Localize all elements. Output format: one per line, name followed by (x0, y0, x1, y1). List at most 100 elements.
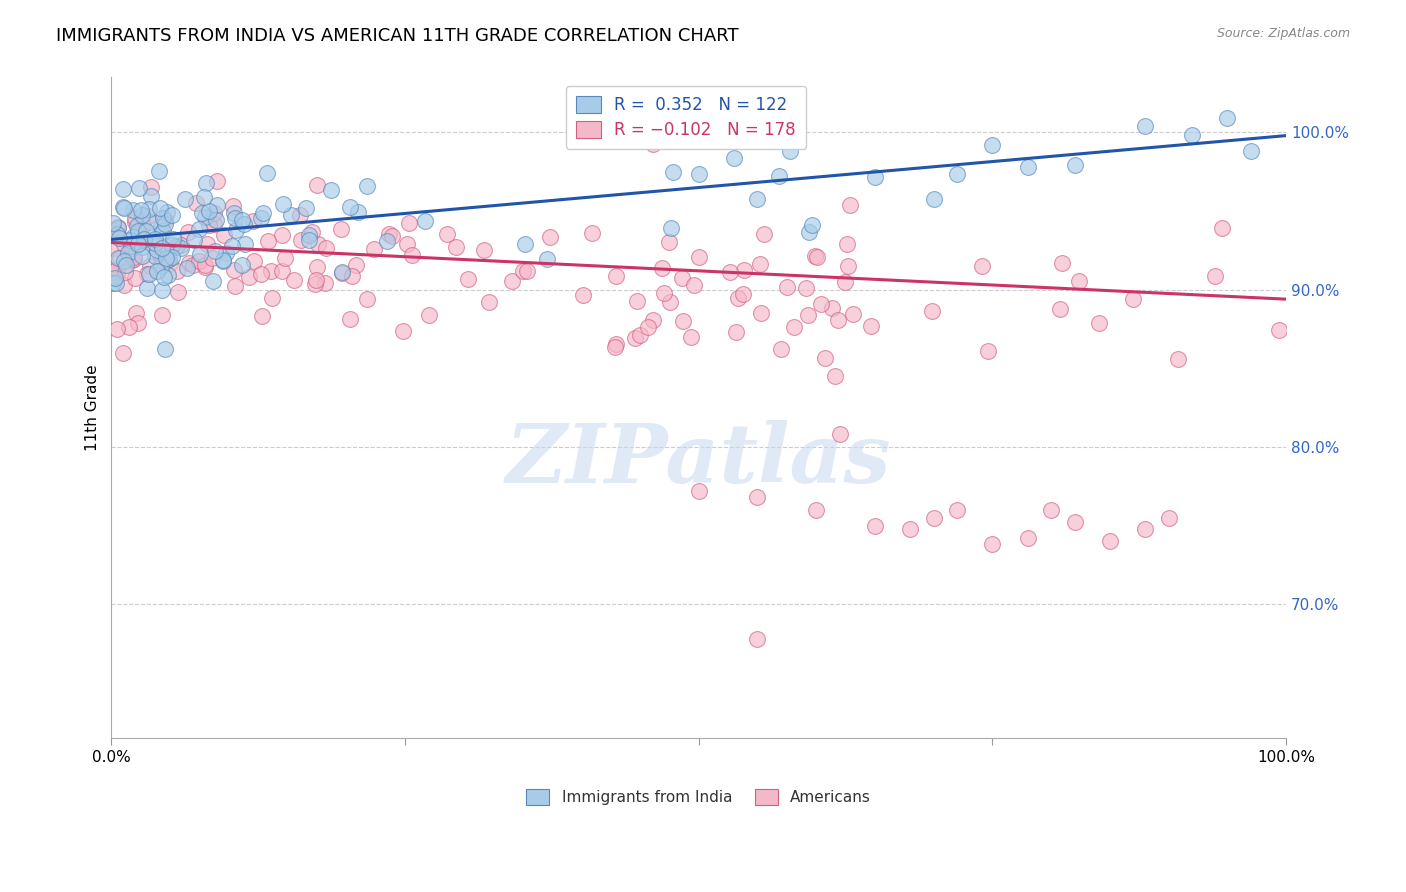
Point (242, 214, 264, 228)
Point (214, 227, 236, 242)
Point (108, 231, 131, 245)
Point (806, 250, 828, 264)
Point (112, 236, 135, 251)
Point (290, 234, 312, 248)
Point (260, 291, 283, 305)
Point (1088, 316, 1111, 330)
Point (149, 219, 172, 234)
Point (637, 320, 659, 334)
Point (981, 537, 1004, 551)
Point (103, 271, 125, 285)
Point (824, 369, 846, 384)
Text: IMMIGRANTS FROM INDIA VS AMERICAN 11TH GRADE CORRELATION CHART: IMMIGRANTS FROM INDIA VS AMERICAN 11TH G… (56, 27, 740, 45)
Point (166, 239, 188, 253)
Point (114, 265, 136, 279)
Point (280, 208, 302, 222)
Point (194, 176, 217, 190)
Point (1049, 302, 1071, 317)
Point (863, 169, 886, 184)
Point (339, 200, 361, 214)
Point (101, 223, 124, 237)
Point (250, 309, 273, 323)
Point (295, 201, 318, 215)
Point (135, 224, 157, 238)
Point (143, 239, 166, 253)
Point (658, 235, 681, 249)
Point (513, 236, 536, 251)
Point (643, 137, 665, 152)
Point (683, 277, 706, 292)
Point (401, 248, 423, 262)
Point (381, 228, 404, 243)
Point (176, 225, 198, 239)
Point (214, 246, 236, 260)
Point (396, 237, 419, 252)
Point (194, 211, 217, 225)
Point (330, 266, 353, 280)
Point (315, 241, 337, 255)
Point (167, 285, 190, 299)
Point (153, 343, 176, 357)
Point (176, 260, 198, 275)
Point (202, 217, 225, 231)
Point (413, 214, 436, 228)
Point (946, 503, 969, 517)
Point (150, 252, 173, 267)
Point (139, 259, 162, 273)
Point (837, 237, 859, 252)
Point (398, 216, 420, 230)
Point (731, 287, 754, 301)
Point (103, 216, 125, 230)
Point (138, 202, 160, 216)
Point (221, 239, 243, 253)
Point (105, 227, 128, 241)
Point (122, 240, 145, 254)
Point (814, 351, 837, 366)
Point (149, 201, 172, 215)
Point (121, 252, 143, 267)
Point (581, 226, 603, 240)
Point (101, 276, 124, 290)
Point (122, 202, 145, 217)
Point (107, 227, 129, 242)
Point (1133, 119, 1156, 133)
Point (224, 211, 246, 225)
Point (181, 258, 204, 272)
Point (122, 250, 145, 264)
Point (321, 183, 343, 197)
Point (163, 240, 186, 254)
Point (132, 232, 155, 246)
Point (260, 264, 283, 278)
Point (166, 264, 188, 278)
Point (105, 322, 128, 336)
Point (162, 232, 184, 246)
Point (256, 234, 278, 248)
Point (752, 227, 775, 241)
Point (127, 237, 149, 252)
Point (828, 427, 851, 442)
Point (243, 253, 266, 268)
Point (128, 181, 150, 195)
Point (169, 237, 191, 252)
Point (314, 276, 336, 290)
Point (298, 227, 321, 242)
Point (174, 192, 197, 206)
Point (124, 214, 146, 228)
Point (160, 208, 183, 222)
Point (688, 483, 710, 498)
Point (794, 281, 817, 295)
Point (231, 213, 253, 227)
Point (159, 256, 181, 270)
Point (946, 167, 969, 181)
Point (1122, 292, 1144, 306)
Point (107, 251, 129, 265)
Point (626, 294, 648, 309)
Point (779, 144, 801, 158)
Point (536, 252, 558, 266)
Point (150, 309, 173, 323)
Point (225, 223, 247, 237)
Point (271, 264, 294, 278)
Point (446, 240, 468, 254)
Point (472, 244, 495, 258)
Point (184, 196, 207, 211)
